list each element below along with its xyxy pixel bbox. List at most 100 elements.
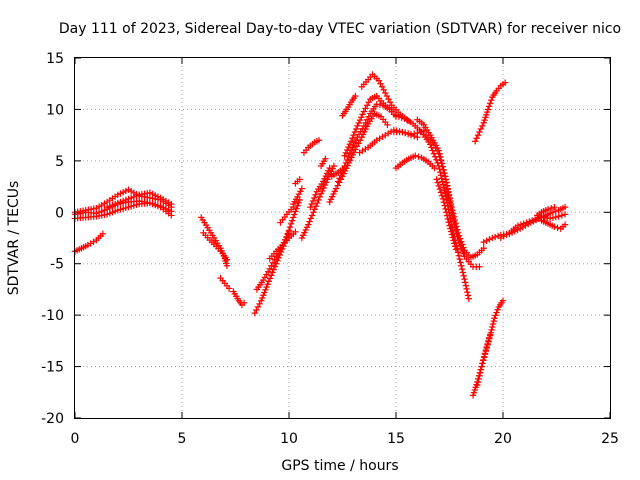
data-point [392, 112, 400, 119]
data-point [457, 235, 464, 242]
data-point [442, 173, 449, 180]
data-point [438, 160, 445, 167]
data-point [514, 222, 522, 229]
data-point [320, 184, 327, 192]
data-point [305, 221, 312, 228]
data-point [454, 226, 461, 233]
data-point [491, 315, 498, 322]
data-point [437, 172, 445, 179]
data-point [253, 306, 260, 314]
y-tick-label: -15 [41, 360, 64, 376]
data-point [316, 193, 324, 201]
data-point [336, 175, 343, 182]
data-point [441, 187, 448, 194]
data-point [447, 225, 454, 232]
y-tick-label: 15 [46, 51, 64, 67]
data-point [549, 209, 557, 216]
data-point [551, 223, 558, 230]
data-point [486, 331, 494, 338]
data-point [493, 309, 500, 316]
data-point [477, 366, 485, 373]
data-point [442, 190, 449, 197]
data-point [482, 346, 490, 354]
data-point [295, 199, 302, 207]
data-point [437, 189, 445, 196]
data-point [260, 292, 267, 299]
data-point [440, 184, 447, 191]
data-point [360, 108, 368, 115]
data-point [294, 202, 301, 209]
data-point [438, 175, 445, 182]
data-point [354, 122, 361, 130]
data-point [450, 210, 457, 217]
data-point [254, 303, 262, 311]
x-tick-label: 5 [178, 431, 187, 447]
data-point [492, 312, 499, 319]
data-point [459, 269, 467, 276]
data-point [296, 176, 303, 183]
data-point [223, 262, 231, 269]
data-point [322, 155, 329, 162]
data-point [436, 153, 443, 161]
data-point [431, 164, 438, 172]
data-point [480, 353, 488, 360]
data-point [265, 278, 273, 285]
data-point [501, 79, 509, 86]
data-point [99, 230, 107, 238]
chart-title: Day 111 of 2023, Sidereal Day-to-day VTE… [59, 21, 621, 37]
data-point [444, 185, 451, 192]
data-point [311, 194, 318, 202]
data-point [489, 320, 497, 328]
x-tick-label: 20 [494, 431, 512, 447]
y-tick-label: -5 [50, 257, 64, 273]
data-point [485, 103, 493, 110]
data-point [286, 223, 294, 231]
data-point [534, 215, 542, 222]
data-point [271, 263, 279, 270]
x-tick-label: 10 [280, 431, 298, 447]
data-point [168, 200, 175, 208]
data-point [287, 220, 295, 228]
data-point [447, 228, 455, 235]
data-point [526, 218, 533, 225]
data-point [439, 181, 447, 188]
data-point [309, 197, 317, 205]
data-point [388, 108, 395, 115]
data-point [266, 275, 274, 282]
data-point [362, 105, 369, 112]
data-point [436, 185, 444, 193]
data-point [262, 286, 269, 293]
data-point [476, 128, 483, 136]
data-point [272, 260, 280, 267]
data-point [547, 204, 555, 212]
data-point [339, 165, 346, 173]
data-point [395, 113, 403, 120]
data-point [443, 182, 451, 189]
data-point [474, 381, 481, 389]
data-point [384, 121, 391, 129]
data-point [447, 200, 455, 208]
data-point [398, 114, 405, 121]
data-point [385, 95, 392, 103]
data-point [335, 178, 342, 185]
data-point [479, 360, 486, 367]
data-point [307, 203, 314, 211]
x-tick-label: 15 [387, 431, 405, 447]
data-point [330, 162, 338, 170]
data-point [443, 179, 450, 186]
data-point [441, 169, 448, 177]
data-point [450, 237, 457, 244]
data-point [486, 100, 494, 107]
data-point [480, 245, 487, 252]
data-point [269, 269, 276, 276]
data-point [449, 234, 456, 241]
data-point [437, 156, 444, 164]
data-point [476, 369, 484, 376]
data-point [261, 289, 268, 296]
data-point [352, 92, 359, 100]
data-point [499, 297, 507, 304]
data-point [464, 288, 471, 296]
data-point [555, 213, 562, 220]
data-point [314, 199, 321, 207]
data-point [494, 306, 501, 313]
